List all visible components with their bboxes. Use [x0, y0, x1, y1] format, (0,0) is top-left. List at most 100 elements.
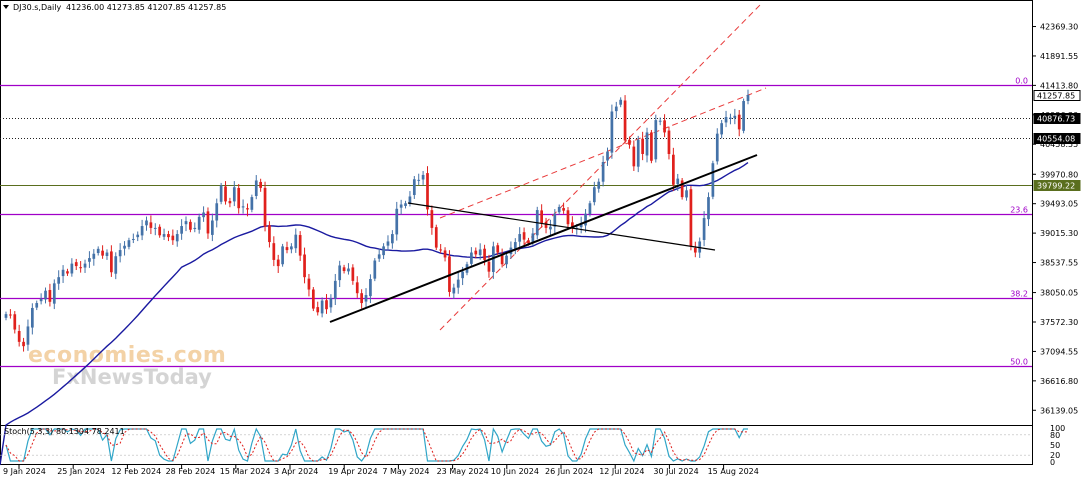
candle-body — [746, 94, 750, 102]
candle-body — [316, 307, 320, 313]
candle-body — [4, 314, 8, 318]
candle-body — [189, 221, 192, 230]
gridlines — [0, 0, 1033, 465]
date-tick-label: 19 Apr 2024 — [328, 467, 377, 476]
candle-body — [623, 100, 627, 141]
price-tick-label: 36616.80 — [1040, 377, 1078, 386]
watermark-fxnewstoday: FxNewsToday — [52, 365, 212, 389]
candle-body — [193, 227, 197, 230]
fib-label: 23.6 — [1010, 206, 1028, 215]
candle-body — [88, 258, 91, 262]
candle-body — [737, 114, 741, 130]
price-tick-label: 40458.55 — [1040, 140, 1078, 149]
price-tick-label: 41891.55 — [1040, 52, 1078, 61]
candle-body — [518, 234, 522, 242]
candle-body — [17, 331, 21, 342]
candle-body — [206, 211, 210, 234]
date-tick-label: 9 Jan 2024 — [3, 467, 46, 476]
fib-label: 0.0 — [1015, 77, 1028, 86]
candle-body — [325, 300, 328, 310]
candle-body — [584, 213, 587, 226]
price-badge — [1033, 180, 1081, 191]
candle-body — [707, 197, 710, 220]
candle-body — [606, 151, 609, 161]
candle-body — [70, 263, 74, 274]
candle-body — [689, 189, 693, 247]
candle-body — [553, 213, 557, 227]
candle-body — [241, 206, 245, 208]
osc-tick-label: 80 — [1050, 431, 1060, 440]
candle-body — [544, 221, 548, 228]
candle-body — [496, 245, 500, 253]
candle-body — [118, 250, 122, 257]
osc-tick-label: 100 — [1050, 424, 1065, 433]
candle-body — [452, 287, 456, 294]
date-tick-label: 30 Jul 2024 — [653, 467, 698, 476]
chevron-down-icon[interactable] — [3, 5, 9, 9]
candle-body — [175, 234, 179, 242]
candle-body — [382, 246, 385, 256]
candle-body — [632, 146, 636, 167]
ohlc-values: 41236.00 41273.85 41207.85 41257.85 — [66, 3, 226, 12]
candle-body — [96, 248, 100, 254]
price-badges: 41257.85 40876.73 40554.08 39799.22 — [1033, 90, 1081, 191]
date-tick-label: 15 Aug 2024 — [708, 467, 759, 476]
candle-body — [500, 254, 504, 265]
candle-body — [342, 267, 346, 272]
candle-body — [448, 256, 451, 292]
fib-label: 38.2 — [1010, 290, 1028, 299]
date-tick-label: 3 Apr 2024 — [274, 467, 318, 476]
candle-body — [540, 210, 543, 223]
candle-body — [105, 252, 109, 256]
price-badge-label: 40554.08 — [1037, 135, 1075, 144]
candle-body — [145, 220, 148, 226]
candle-body — [597, 181, 601, 189]
candle-body — [355, 282, 359, 294]
date-tick-label: 26 Jun 2024 — [545, 467, 593, 476]
candle-body — [219, 185, 223, 202]
candle-body — [680, 180, 684, 198]
candle-body — [430, 210, 434, 228]
candle-body — [672, 154, 675, 185]
price-tick-label: 41413.80 — [1040, 81, 1078, 90]
candle-body — [698, 241, 702, 253]
candle-body — [487, 261, 491, 272]
candle-body — [114, 256, 118, 274]
candle-body — [290, 246, 293, 250]
chart-header: DJ30.s,Daily 41236.00 41273.85 41207.85 … — [3, 3, 226, 12]
candle-body — [211, 220, 214, 235]
candle-body — [83, 263, 87, 268]
candle-body — [571, 222, 574, 229]
candle-body — [386, 241, 390, 246]
date-tick-label: 28 Feb 2024 — [166, 467, 216, 476]
candle-body — [711, 163, 715, 197]
candle-body — [443, 250, 447, 258]
candle-body — [461, 271, 464, 279]
candle-body — [408, 196, 412, 204]
candle-body — [557, 206, 561, 213]
candle-body — [729, 117, 732, 119]
price-tick-label: 38537.55 — [1040, 259, 1078, 268]
stochastic-values: 80.1304 78.2411 — [56, 427, 125, 436]
candle-body — [650, 132, 653, 161]
moving-average — [0, 162, 749, 466]
channel-line — [439, 4, 761, 331]
price-tick-label: 39015.30 — [1040, 229, 1078, 238]
symbol-label: DJ30.s,Daily — [13, 3, 61, 12]
candle-body — [364, 295, 368, 302]
candle-body — [412, 179, 416, 196]
candle-body — [39, 298, 43, 302]
candle-body — [404, 203, 407, 206]
price-tick-label: 39493.05 — [1040, 200, 1078, 209]
fib-label: 50.0 — [1010, 358, 1028, 367]
candle-body — [52, 283, 56, 304]
price-badge — [1033, 133, 1081, 144]
candle-body — [298, 235, 302, 256]
candle-body — [724, 117, 728, 123]
candle-body — [549, 226, 552, 230]
candle-body — [79, 267, 82, 269]
candle-body — [92, 253, 96, 259]
candle-body — [720, 123, 724, 135]
